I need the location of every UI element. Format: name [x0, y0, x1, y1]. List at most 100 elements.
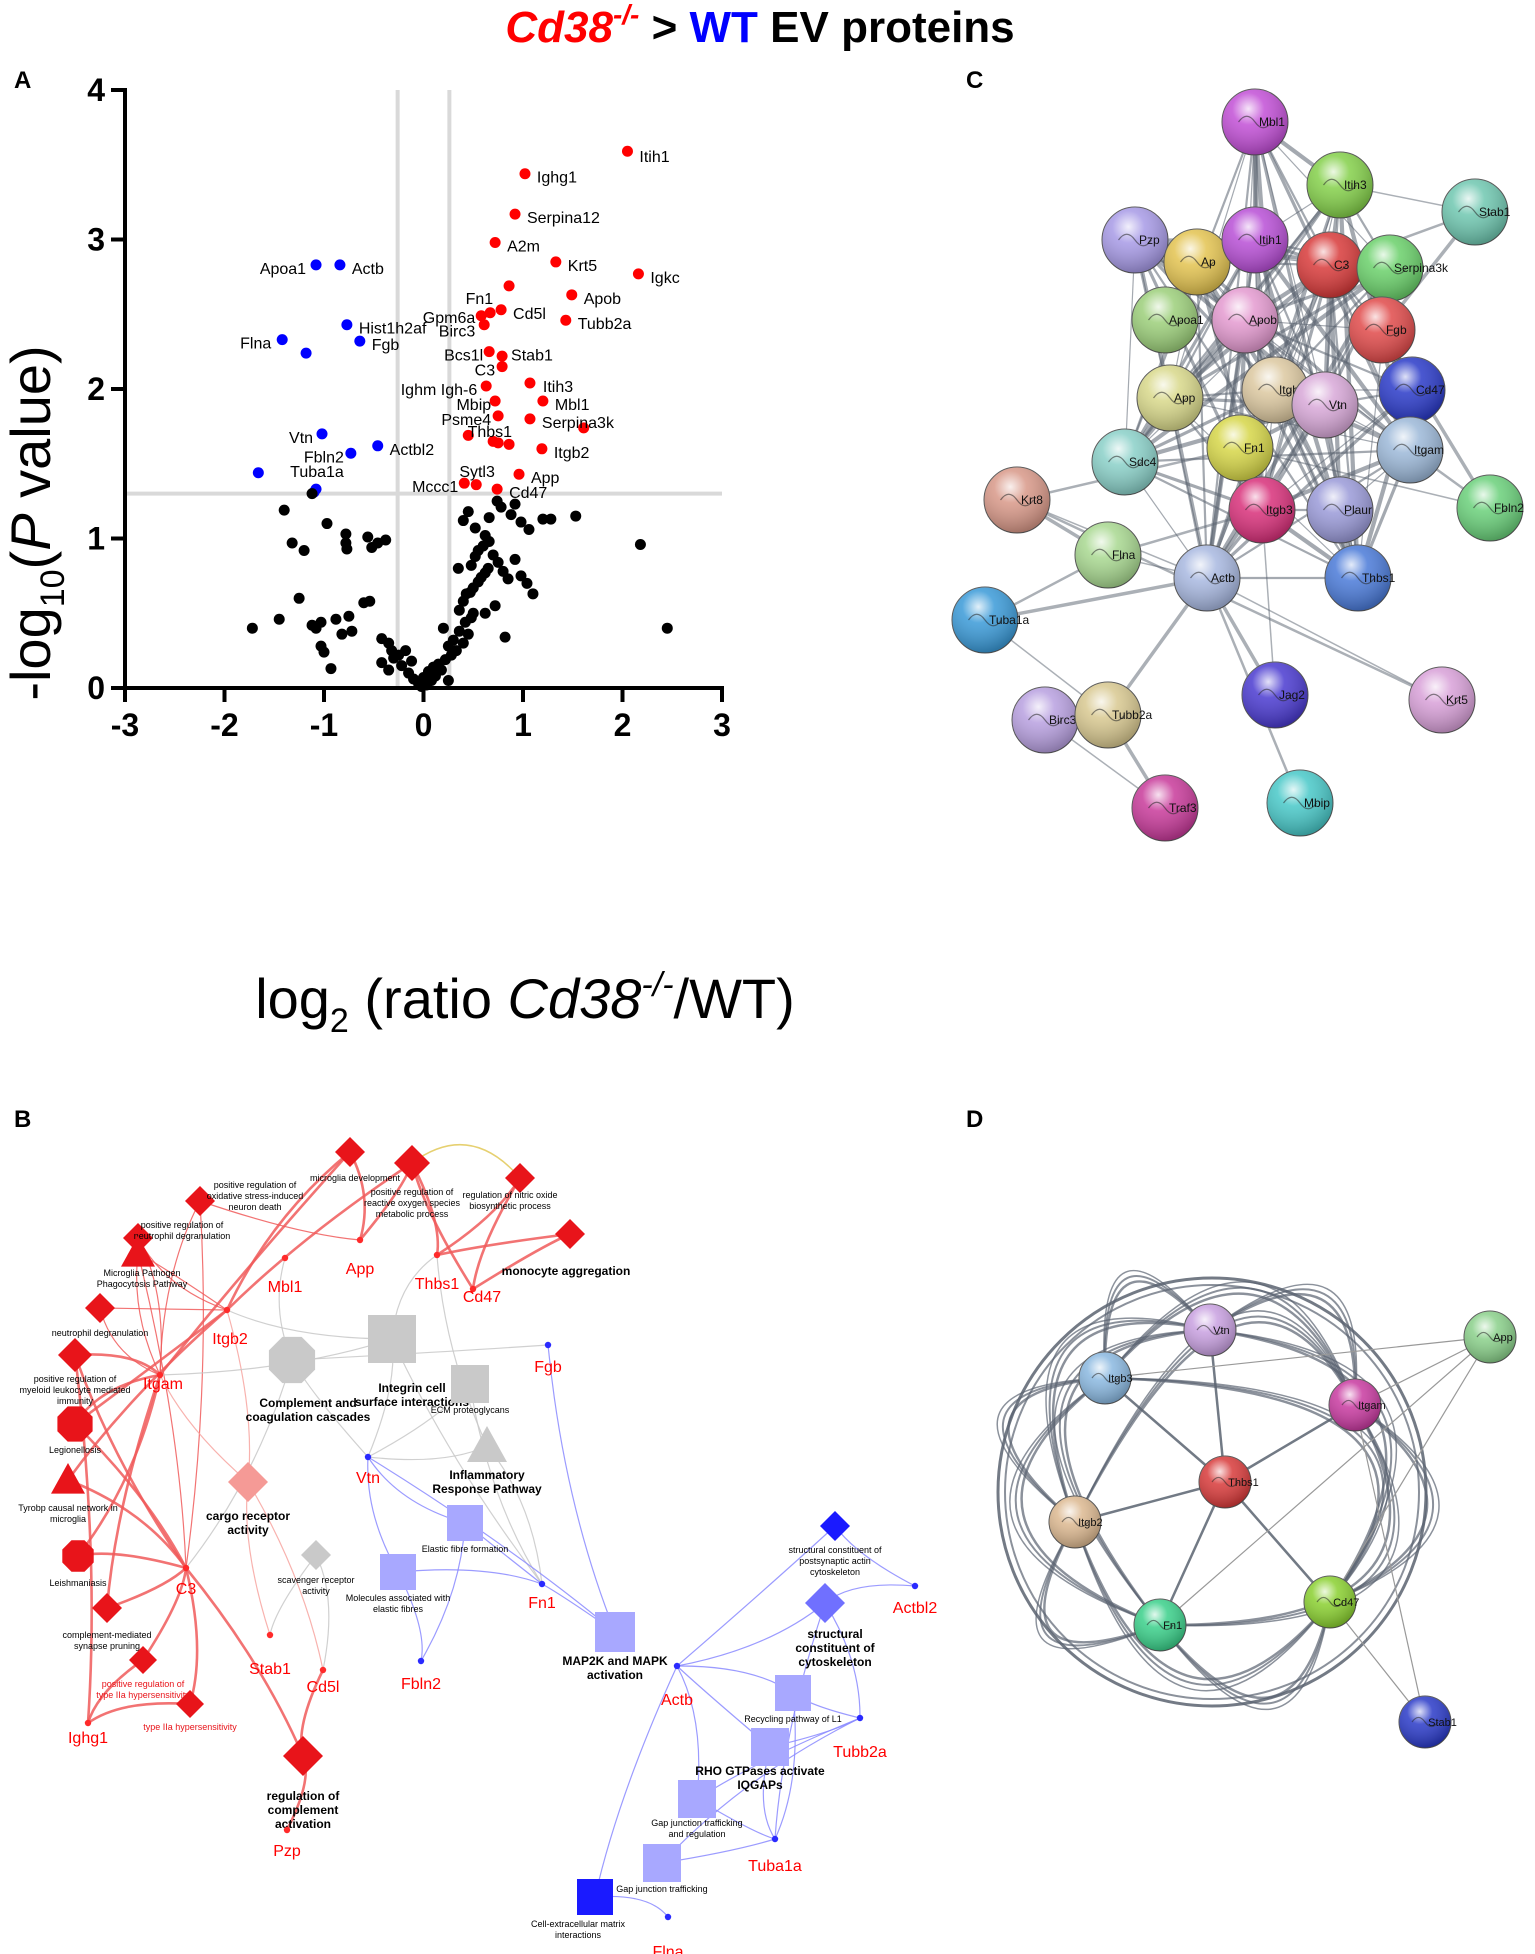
- data-point-up: [489, 395, 501, 407]
- node-lei: [62, 1540, 94, 1572]
- node-label-scp: structural constituent of postsynaptic ac…: [788, 1545, 882, 1577]
- data-point-ns: [298, 544, 310, 556]
- data-point-ns: [273, 613, 285, 625]
- node-sra: [301, 1540, 331, 1570]
- gene-label: Cd47: [463, 1289, 501, 1306]
- y-tick-label: 1: [87, 521, 105, 557]
- node-label-mae: Molecules associated with elastic fibres: [346, 1593, 451, 1614]
- protein-node: Apoa1: [1131, 286, 1204, 354]
- protein-label: Traf3: [1169, 801, 1197, 815]
- node-label-ecm: ECM proteoglycans: [431, 1405, 510, 1415]
- network-edge: [1159, 1404, 1400, 1627]
- data-point-up: [491, 483, 503, 495]
- protein-structure-icon: [1238, 115, 1272, 129]
- network-edge: [1073, 1521, 1331, 1681]
- data-label: Mbl1: [555, 397, 590, 414]
- network-edge: [397, 1569, 543, 1585]
- data-point-down: [334, 259, 346, 271]
- protein-node: Stab1: [1441, 178, 1511, 246]
- gene-dot: [673, 1662, 681, 1670]
- network-edge: [367, 1445, 488, 1461]
- data-label: Mccc1: [412, 479, 458, 496]
- protein-label: Itih1: [1259, 233, 1282, 247]
- network-edge: [99, 1307, 228, 1311]
- gene-dot: [664, 1913, 672, 1921]
- network-edge: [824, 1602, 861, 1719]
- protein-label: Actb: [1211, 571, 1235, 585]
- gene-label: Fbln2: [401, 1676, 441, 1693]
- protein-label: Itgam: [1358, 1400, 1386, 1412]
- node-icsi: [368, 1315, 416, 1363]
- network-edge: [67, 1478, 188, 1569]
- figure-title: Cd38-/- > WT EV proteins: [505, 0, 1014, 52]
- network-edge: [1329, 1403, 1429, 1604]
- gene-dot: [856, 1714, 864, 1722]
- data-label: Apoa1: [260, 261, 306, 278]
- data-label: Mbip: [456, 397, 491, 414]
- data-label: Itih1: [639, 149, 669, 166]
- protein-label: Cd47: [1333, 1597, 1359, 1609]
- network-edge: [1074, 1521, 1331, 1686]
- gene-label: Tuba1a: [748, 1858, 802, 1875]
- protein-label: Thbs1: [1362, 571, 1396, 585]
- protein-structure-icon: [1228, 313, 1262, 327]
- network-edge: [86, 1658, 144, 1724]
- network-edge: [436, 1232, 571, 1257]
- data-point-down: [276, 334, 288, 346]
- gene-dot: [538, 1580, 546, 1588]
- data-point-up: [484, 307, 496, 319]
- protein-label: Krt8: [1021, 493, 1043, 507]
- data-label: Itgb2: [554, 445, 590, 462]
- gene-dot: [364, 1453, 372, 1461]
- gene-dot: [182, 1564, 190, 1572]
- node-t2a: [129, 1646, 157, 1674]
- network-edge: [158, 1151, 351, 1376]
- protein-label: Fgb: [1386, 323, 1407, 337]
- node-label-icsi: Integrin cell surface interactions: [355, 1381, 469, 1409]
- network-edge: [291, 1344, 549, 1361]
- data-point-ns: [482, 562, 494, 574]
- gene-dot: [84, 1719, 92, 1727]
- data-point-up: [492, 437, 504, 449]
- data-point-ns: [325, 663, 337, 675]
- protein-node: App: [1136, 364, 1204, 432]
- data-point-down: [341, 319, 353, 331]
- protein-label: Thbs1: [1228, 1477, 1259, 1489]
- network-edge: [105, 1374, 162, 1609]
- data-point-ns: [340, 537, 352, 549]
- protein-node: Itgam: [1328, 1378, 1386, 1432]
- protein-label: Itgb2: [1078, 1517, 1102, 1529]
- gene-label: Itgb2: [212, 1331, 248, 1348]
- data-point-ns: [469, 522, 481, 534]
- data-point-ns: [462, 506, 474, 518]
- node-label-rca: regulation of complement activation: [267, 1789, 341, 1831]
- protein-structure-icon: [1316, 1596, 1344, 1608]
- node-csp: [92, 1593, 122, 1623]
- protein-structure-icon: [1411, 1716, 1439, 1728]
- data-point-up: [560, 314, 572, 326]
- protein-node: Vtn: [1291, 371, 1359, 439]
- gene-dot: [281, 1254, 289, 1262]
- node-label-mapk: MAP2K and MAPK activation: [562, 1654, 668, 1682]
- data-point-up: [524, 413, 536, 425]
- data-point-down: [345, 447, 357, 459]
- network-edge: [1009, 1377, 1161, 1626]
- protein-label: Apoa1: [1169, 313, 1204, 327]
- protein-structure-icon: [1323, 178, 1357, 192]
- node-mae: [380, 1554, 416, 1590]
- protein-label: Cd47: [1416, 383, 1445, 397]
- data-point-ns: [450, 645, 462, 657]
- data-point-ns: [435, 664, 447, 676]
- data-point-ns: [457, 637, 469, 649]
- data-point-down: [354, 335, 366, 347]
- data-point-ns: [321, 518, 333, 530]
- node-label-scc: structural constituent of cytoskeleton: [795, 1627, 875, 1669]
- network-edge: [1209, 1293, 1357, 1406]
- protein-structure-icon: [1000, 493, 1034, 507]
- node-label-rec: Recycling pathway of L1: [744, 1714, 842, 1724]
- protein-structure-icon: [1393, 443, 1427, 457]
- network-edge: [1104, 1281, 1356, 1406]
- gene-dot: [156, 1371, 164, 1379]
- network-edge: [137, 1252, 187, 1569]
- protein-label: Vtn: [1329, 398, 1347, 412]
